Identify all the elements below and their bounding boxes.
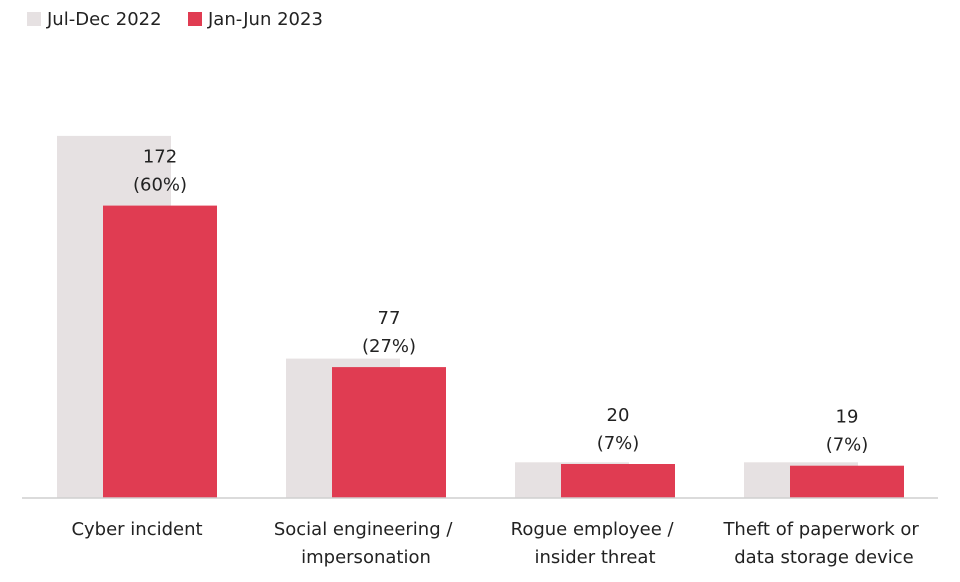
x-tick-label: Cyber incident	[71, 519, 202, 540]
x-tick-label-line: Theft of paperwork or	[722, 519, 924, 540]
legend-swatch	[27, 12, 41, 26]
x-tick-label: Social engineering / impersonation	[274, 519, 458, 568]
x-tick-label: Theft of paperwork or data storage devic…	[722, 519, 924, 568]
value-label: 172	[143, 147, 177, 168]
bar	[561, 464, 675, 498]
x-tick-label-line: Social engineering /	[274, 519, 458, 540]
value-label: (60%)	[133, 175, 187, 196]
legend-swatch	[188, 12, 202, 26]
legend-label: Jul-Dec 2022	[46, 9, 162, 30]
x-tick-label-line: insider threat	[534, 547, 655, 568]
bar	[103, 205, 217, 498]
x-tick-label-line: Rogue employee /	[511, 519, 680, 540]
bar	[332, 367, 446, 498]
value-label: (7%)	[826, 435, 869, 456]
value-label: (27%)	[362, 336, 416, 357]
value-label: (7%)	[597, 433, 640, 454]
x-tick-label-line: Cyber incident	[71, 519, 202, 540]
bar	[790, 465, 904, 498]
legend-label: Jan-Jun 2023	[207, 9, 323, 30]
value-label: 20	[607, 405, 630, 426]
x-tick-label: Rogue employee / insider threat	[511, 519, 680, 568]
x-tick-label-line: data storage device	[734, 547, 914, 568]
x-tick-label-line: impersonation	[301, 547, 431, 568]
value-label: 19	[836, 407, 859, 428]
value-label: 77	[378, 308, 401, 329]
